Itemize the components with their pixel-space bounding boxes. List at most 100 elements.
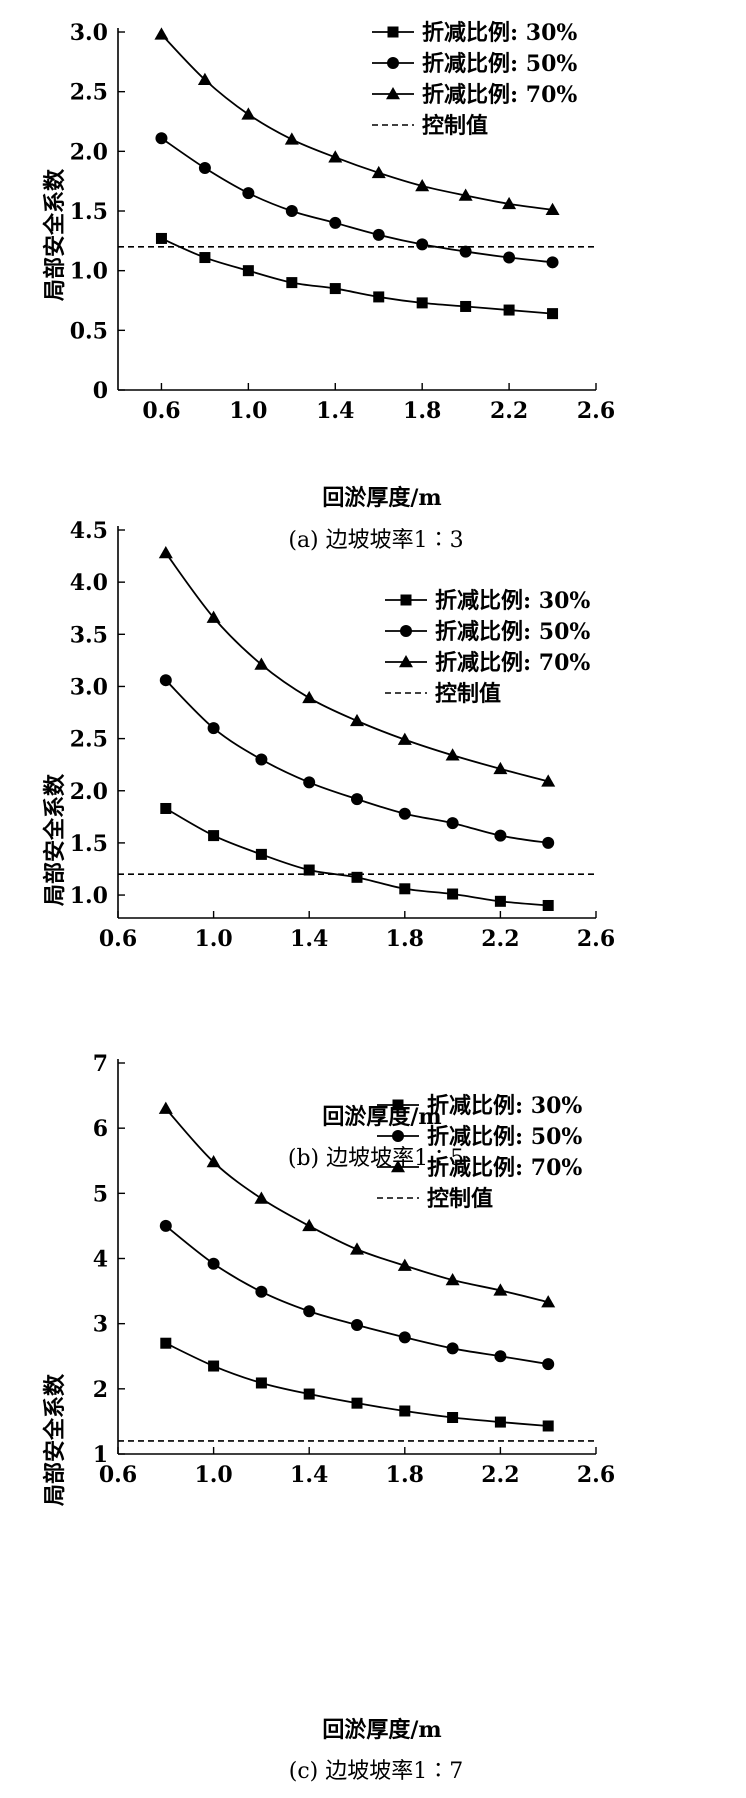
panel-b-y-tick-label: 4.5 [70, 518, 108, 544]
panel-a-y-tick-label: 2.5 [70, 80, 108, 106]
panel-a-series-0-point [503, 304, 515, 316]
panel-c-legend-label: 折减比例: 50% [427, 1124, 582, 1150]
panel-b-legend-label: 折减比例: 30% [435, 588, 590, 614]
panel-b-series-2-point [397, 732, 412, 745]
panel-a-series-1-point [416, 238, 429, 251]
panel-c-series-2-point [493, 1283, 508, 1296]
panel-b-series-0-point [303, 864, 315, 876]
panel-a-y-tick-label: 0 [93, 378, 108, 404]
panel-a-series-0-line [161, 237, 553, 315]
panel-a-series-0-point [286, 277, 298, 289]
panel-a-legend-label: 折减比例: 50% [422, 51, 577, 77]
panel-c-series-2-point [254, 1191, 269, 1204]
panel-b-y-tick-label: 2.0 [70, 779, 108, 805]
panel-b-series-2-point [302, 690, 317, 704]
panel-c-series-2-point [158, 1101, 173, 1114]
panel-a-y-tick-label: 1.5 [70, 199, 108, 225]
panel-c-x-tick-label: 1.4 [290, 1462, 328, 1488]
panel-a-series-2-point [241, 107, 256, 120]
panel-b-series-2-point [493, 761, 508, 775]
panel-b-series-2-point [350, 713, 364, 727]
panel-c-x-tick-label: 1.8 [386, 1462, 424, 1488]
panel-a-y-tick-label: 1.0 [70, 259, 108, 285]
panel-b-legend-label: 控制值 [435, 681, 501, 707]
panel-b-series-1-point [351, 793, 363, 806]
panel-a-series-2-point [154, 27, 169, 40]
panel-a-y-tick-label: 0.5 [70, 318, 108, 344]
panel-c-series-1-point [255, 1285, 268, 1298]
panel-b-legend-label: 折减比例: 70% [435, 650, 590, 676]
panel-c-legend-label: 控制值 [427, 1186, 493, 1212]
panel-c-series-0-point [447, 1412, 459, 1424]
panel-a-series-1-point [459, 245, 472, 258]
panel-b-series-1-point [494, 829, 507, 842]
panel-b-x-tick-label: 2.2 [481, 926, 519, 952]
panel-c-series-0-point [542, 1420, 554, 1432]
panel-c-series-1-point [207, 1257, 220, 1270]
panel-c-series-1-point [159, 1219, 172, 1232]
panel-c-series-2-point [350, 1242, 364, 1255]
panel-c-caption: (c) 边坡坡率1∶7 [289, 1759, 463, 1784]
panel-c-series-layer [158, 1101, 556, 1432]
panel-c-series-2-point [445, 1273, 460, 1286]
panel-c-series-1-point [351, 1318, 363, 1331]
panel-a-series-2-point [371, 165, 386, 179]
panel-b-series-2-point [158, 545, 173, 559]
panel-c-series-0-point [303, 1388, 315, 1400]
panel-a-series-0-point [416, 297, 428, 309]
panel-b-legend-marker [400, 594, 412, 606]
panel-b-series-0-point [399, 883, 411, 895]
panel-b-y-axis-label: 局部安全系数 [42, 773, 68, 906]
panel-a-series-0-point [460, 300, 472, 312]
panel-a-x-axis-label: 回淤厚度/m [322, 485, 441, 511]
panel-c-series-0-point [351, 1397, 363, 1409]
panel-c-legend-marker [392, 1130, 404, 1142]
panel-c-y-tick-label: 2 [93, 1377, 108, 1403]
panel-c-series-2-point [397, 1258, 412, 1271]
panel-c-x-tick-label: 1.0 [194, 1462, 232, 1488]
panel-b-y-tick-label: 4.0 [70, 570, 108, 596]
panel-a-series-0-point [155, 232, 167, 244]
panel-c-x-tick-label: 2.6 [577, 1462, 615, 1488]
panel-c-x-axis-label: 回淤厚度/m [322, 1717, 441, 1743]
panel-b-x-tick-label: 1.0 [194, 926, 232, 952]
panel-a-series-0-point [329, 283, 341, 295]
panel-a-x-tick-label: 1.4 [316, 398, 354, 424]
panel-c-series-2-point [206, 1155, 221, 1168]
panel-a-x-tick-label: 2.6 [577, 398, 615, 424]
panel-a-series-2-point [415, 178, 430, 192]
panel-a-series-1-line [160, 137, 553, 264]
panel-b-series-2-point [445, 748, 460, 761]
panel-a-axes-layer: 0.6 1.0 1.4 1.8 2.2 2.6 0 0.5 1.0 1.5 2.0 2.5 3.0 [70, 20, 615, 424]
panel-b-caption: (b) 边坡坡率1∶5 [288, 1146, 464, 1171]
panel-a-series-layer [154, 27, 560, 320]
panel-c-legend-label: 折减比例: 70% [427, 1155, 582, 1181]
panel-a-series-1-point [285, 205, 298, 217]
panel-c-series-2-point [302, 1218, 317, 1232]
panel-b-x-tick-label: 1.4 [290, 926, 328, 952]
panel-b-series-0-point [494, 895, 506, 907]
panel-a-series-1-point [155, 132, 168, 145]
panel-b-series-0-point [255, 848, 267, 860]
panel-c-series-0-point [160, 1337, 172, 1349]
panel-b-series-2-point [206, 610, 221, 623]
panel-b-x-tick-label: 1.8 [386, 926, 424, 952]
panel-b-series-1-point [446, 817, 459, 830]
panel-c-y-tick-label: 5 [93, 1181, 108, 1207]
panel-a-x-tick-label: 0.6 [142, 398, 180, 424]
panel-b-y-tick-label: 3.5 [70, 622, 108, 648]
panel-b-y-tick-label: 1.5 [70, 831, 108, 857]
panel-c-legend-marker [391, 1160, 405, 1173]
panel-b-series-2-point [254, 657, 269, 670]
panel-a-legend-label: 折减比例: 70% [422, 82, 577, 108]
panel-a: 0.6 1.0 1.4 1.8 2.2 2.6 0 0.5 1.0 1.5 2.0 2.5 3.0 折减… [42, 20, 615, 553]
panel-b-y-tick-label: 3.0 [70, 674, 108, 700]
panel-b-legend-label: 折减比例: 50% [435, 619, 590, 645]
panel-c-y-tick-label: 4 [93, 1247, 108, 1273]
panel-a-series-2-point [502, 196, 517, 210]
panel-b-series-layer [158, 545, 556, 911]
panel-a-x-tick-label: 1.0 [229, 398, 267, 424]
panel-a-legend-layer: 折减比例: 30% 折减比例: 50% 折减比例: 70% 控制值 [372, 20, 577, 139]
